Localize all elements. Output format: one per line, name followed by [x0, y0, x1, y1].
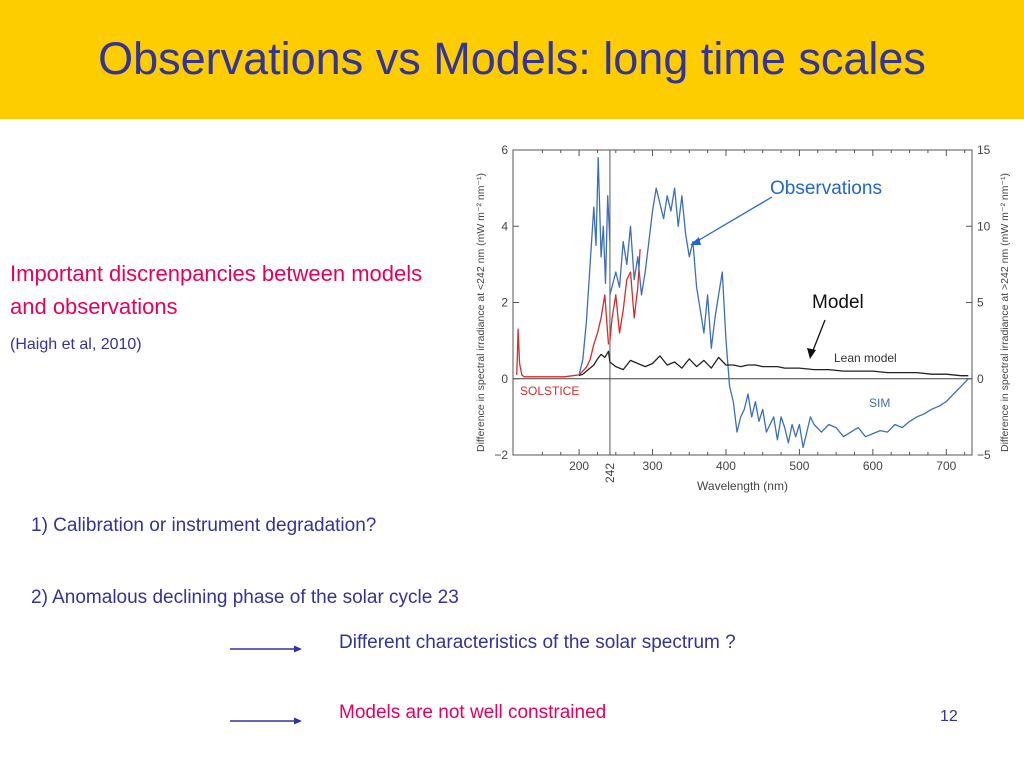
spectral-irradiance-chart: 242 200 300 400 500 600 700 Wavelength (nm) −2 0 2…	[462, 119, 1024, 500]
y-right-axis-label: Difference in spectral irradiance at >24…	[999, 173, 1011, 452]
model-arrowhead	[807, 348, 816, 359]
divider-tick-label: 242	[603, 463, 617, 483]
series-line-solstice	[516, 294, 610, 378]
arrow-icon	[230, 645, 302, 653]
reference-citation: (Haigh et al, 2010)	[10, 336, 142, 353]
x-tick-label: 500	[789, 459, 809, 473]
slide-title: Observations vs Models: long time scales	[98, 33, 926, 84]
title-bar: Observations vs Models: long time scales	[0, 0, 1024, 119]
lean-model-label: Lean model	[834, 351, 897, 365]
model-arrow-line	[811, 319, 826, 354]
chart-svg: 242 200 300 400 500 600 700 Wavelength (nm) −2 0 2…	[475, 143, 1011, 493]
y-right-tick-label: 5	[977, 296, 984, 310]
series-line-sim	[609, 187, 969, 449]
x-tick-label: 600	[863, 459, 883, 473]
y-left-tick-label: 0	[501, 372, 508, 386]
point-calibration: 1) Calibration or instrument degradation…	[31, 515, 377, 536]
solstice-label: SOLSTICE	[520, 384, 579, 398]
x-tick-label: 200	[569, 459, 589, 473]
sim-label: SIM	[869, 396, 890, 410]
observations-arrowhead	[690, 237, 701, 245]
observations-arrow-line	[693, 196, 773, 244]
y-left-tick-label: 2	[501, 296, 508, 310]
series-line-solstice	[609, 249, 641, 341]
models-constraint-note: Models are not well constrained	[339, 702, 607, 723]
series-line-sim	[578, 156, 611, 376]
y-left-axis-label: Difference in spectral irradiance at <24…	[475, 173, 487, 452]
x-tick-label: 400	[716, 459, 736, 473]
y-left-tick-label: 4	[501, 219, 508, 233]
y-right-tick-label: 10	[977, 219, 991, 233]
arrow-icon	[230, 717, 302, 725]
y-left-tick-label: 6	[501, 143, 508, 157]
solar-spectrum-question: Different characteristics of the solar s…	[339, 632, 736, 653]
plot-frame	[512, 149, 973, 456]
y-right-tick-label: 15	[977, 143, 991, 157]
series-line-lean-model	[578, 350, 969, 377]
y-right-tick-label: −5	[977, 448, 991, 462]
x-axis-label: Wavelength (nm)	[697, 479, 788, 493]
page-number: 12	[940, 708, 958, 725]
y-left-tick-label: −2	[494, 448, 508, 462]
discrepancy-note: Important discrenpancies between models …	[10, 261, 423, 319]
model-callout: Model	[812, 292, 864, 313]
point-solar-cycle: 2) Anomalous declining phase of the sola…	[31, 587, 459, 608]
y-right-tick-label: 0	[977, 372, 984, 386]
x-tick-label: 700	[936, 459, 956, 473]
x-tick-label: 300	[643, 459, 663, 473]
observations-callout: Observations	[770, 178, 882, 199]
